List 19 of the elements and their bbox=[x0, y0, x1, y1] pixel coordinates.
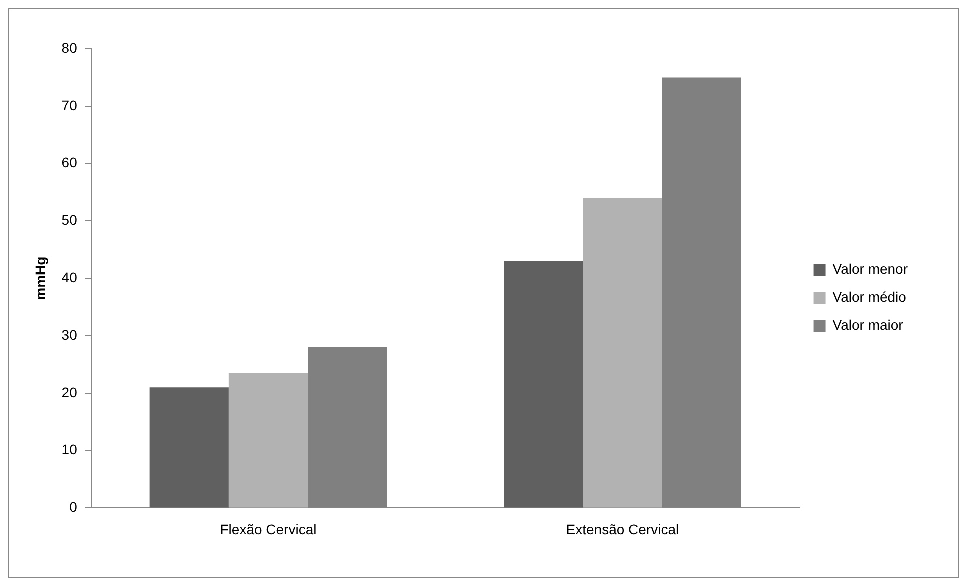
y-tick-label: 80 bbox=[62, 40, 78, 56]
bar bbox=[150, 388, 229, 508]
y-tick-label: 30 bbox=[62, 326, 78, 343]
y-tick-label: 20 bbox=[62, 384, 78, 400]
y-tick-label: 10 bbox=[62, 442, 78, 458]
y-tick-label: 60 bbox=[62, 154, 78, 171]
bar bbox=[583, 198, 662, 508]
legend-label: Valor maior bbox=[832, 316, 904, 333]
x-tick-label: Flexão Cervical bbox=[220, 521, 317, 538]
bar bbox=[228, 373, 308, 508]
y-tick-label: 70 bbox=[62, 97, 78, 114]
y-tick-label: 0 bbox=[70, 499, 78, 516]
bar bbox=[504, 261, 584, 508]
y-tick-label: 50 bbox=[62, 212, 78, 228]
legend-label: Valor menor bbox=[832, 260, 908, 277]
legend-label: Valor médio bbox=[832, 288, 907, 305]
y-tick-label: 40 bbox=[62, 269, 78, 286]
y-axis-title: mmHg bbox=[32, 256, 48, 300]
x-tick-label: Extensão Cervical bbox=[566, 521, 680, 538]
